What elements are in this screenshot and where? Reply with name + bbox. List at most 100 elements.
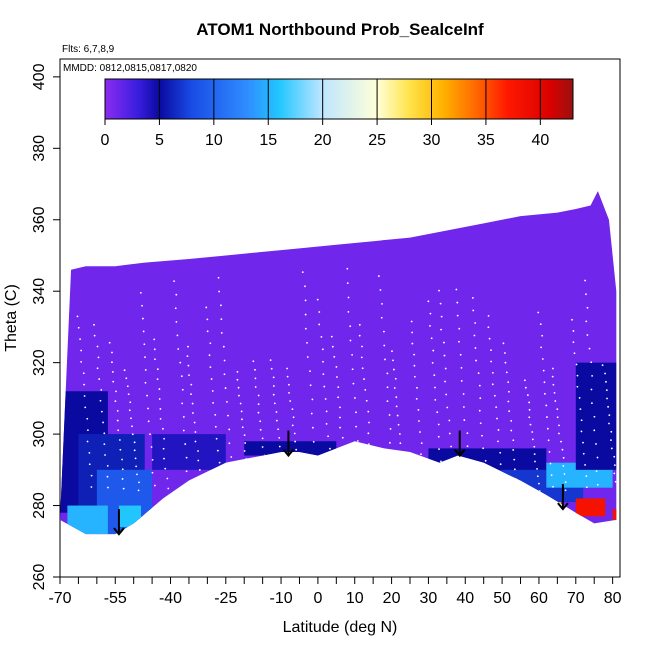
- track-point: [551, 375, 554, 378]
- track-point: [529, 423, 532, 426]
- track-point: [608, 422, 610, 425]
- track-point: [115, 390, 117, 393]
- track-point: [381, 302, 383, 305]
- track-point: [610, 447, 613, 450]
- track-point: [257, 403, 260, 406]
- y-tick-label-300: 300: [31, 421, 48, 448]
- track-point: [126, 385, 129, 388]
- track-point: [605, 380, 607, 383]
- track-point: [363, 378, 365, 380]
- track-point: [217, 276, 220, 279]
- x-tick-label-40: 40: [456, 590, 474, 607]
- track-point: [252, 360, 255, 363]
- track-point: [156, 378, 159, 381]
- track-point: [440, 328, 442, 331]
- track-point: [488, 337, 491, 340]
- track-point: [380, 316, 383, 319]
- track-point: [306, 356, 309, 358]
- track-point: [295, 448, 298, 451]
- track-point: [164, 467, 167, 470]
- track-point: [331, 485, 333, 487]
- track-point: [294, 440, 297, 443]
- track-point: [584, 279, 587, 282]
- track-point: [484, 484, 487, 487]
- track-point: [345, 487, 348, 490]
- track-point: [90, 474, 93, 477]
- track-point: [265, 471, 268, 474]
- track-point: [392, 483, 395, 486]
- track-point: [437, 435, 440, 438]
- track-point: [534, 460, 536, 463]
- track-point: [259, 428, 262, 431]
- track-point: [396, 414, 399, 417]
- track-point: [554, 400, 557, 402]
- track-point: [222, 345, 225, 348]
- track-point: [358, 483, 361, 485]
- track-point: [214, 413, 217, 416]
- track-point: [137, 489, 140, 492]
- track-point: [394, 377, 397, 380]
- track-point: [515, 478, 517, 480]
- track-point: [107, 486, 109, 489]
- track-point: [240, 410, 243, 413]
- track-point: [141, 304, 143, 307]
- track-point: [543, 381, 546, 384]
- track-point: [163, 437, 165, 440]
- track-point: [552, 383, 555, 386]
- track-point: [436, 411, 439, 414]
- track-point: [456, 314, 459, 317]
- track-point: [389, 441, 391, 444]
- track-point: [418, 420, 420, 422]
- track-point: [383, 330, 385, 333]
- track-point: [179, 361, 182, 364]
- track-point: [194, 440, 197, 443]
- heatmap-patch-11: [575, 498, 606, 517]
- track-point: [128, 409, 131, 412]
- track-point: [475, 359, 477, 362]
- track-point: [352, 382, 355, 385]
- track-point: [438, 448, 440, 451]
- track-point: [540, 346, 543, 349]
- track-point: [504, 352, 506, 354]
- track-point: [261, 437, 264, 440]
- track-point: [541, 358, 544, 360]
- track-point: [216, 449, 219, 452]
- track-point: [405, 488, 408, 491]
- track-point: [306, 341, 308, 344]
- flight-track-points: [76, 267, 619, 492]
- track-point: [579, 408, 582, 410]
- track-point: [470, 484, 472, 487]
- track-point: [288, 391, 290, 394]
- track-point: [421, 464, 424, 467]
- track-point: [147, 407, 149, 410]
- track-point: [238, 394, 240, 397]
- track-point: [585, 475, 588, 477]
- track-point: [444, 367, 447, 370]
- track-point: [533, 453, 536, 456]
- track-point: [121, 478, 124, 480]
- track-point: [386, 400, 389, 403]
- track-point: [354, 397, 356, 399]
- track-point: [331, 345, 334, 348]
- track-point: [311, 426, 314, 429]
- track-point: [114, 400, 117, 403]
- track-point: [266, 488, 269, 491]
- colorbar: 0 5 10 15 20 25 30 35 40: [101, 78, 574, 149]
- track-point: [445, 393, 448, 396]
- track-point: [188, 374, 190, 377]
- x-tick-label--40: -40: [159, 590, 182, 607]
- track-point: [474, 347, 477, 349]
- track-point: [617, 489, 619, 491]
- track-point: [419, 431, 421, 433]
- track-point: [241, 418, 243, 421]
- track-point: [490, 360, 492, 363]
- colorbar-tick-label-30: 30: [423, 132, 441, 149]
- track-point: [134, 457, 137, 460]
- flights-annotation: Flts: 6,7,8,9: [62, 44, 115, 55]
- track-point: [487, 326, 490, 329]
- track-point: [218, 461, 221, 464]
- track-point: [388, 414, 391, 416]
- track-point: [98, 378, 101, 380]
- track-point: [185, 470, 188, 473]
- track-point: [304, 313, 307, 316]
